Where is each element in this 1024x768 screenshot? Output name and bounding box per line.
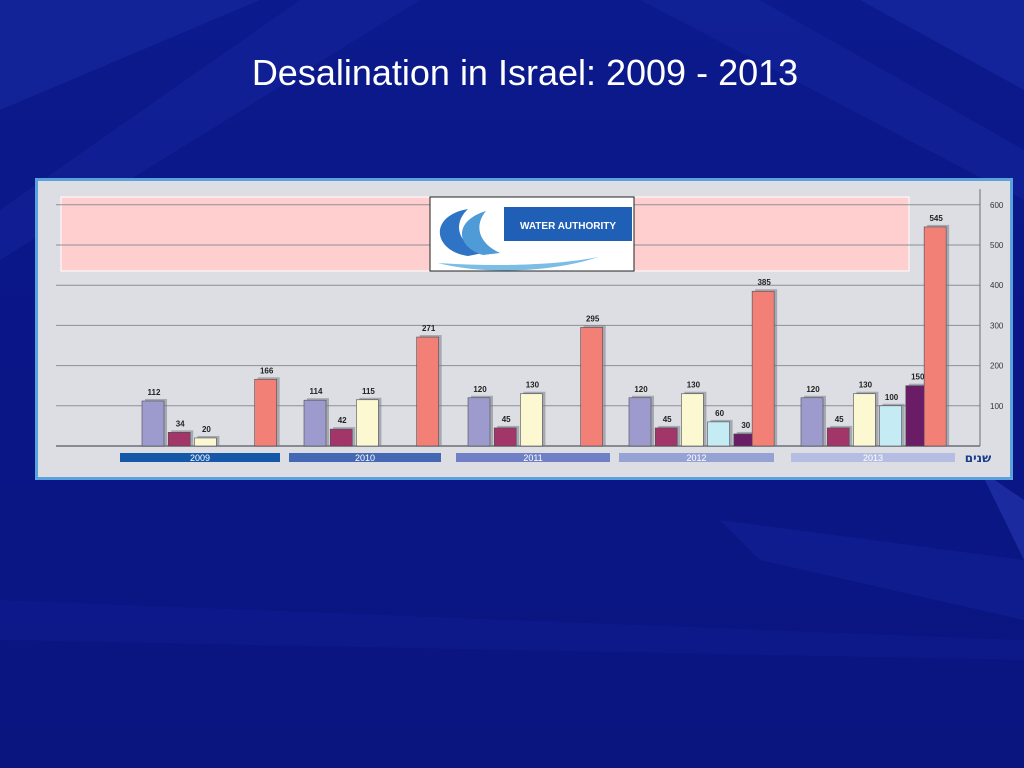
category-label-2011: 2011 [523,453,542,463]
bar-2013-plant3 [853,393,876,447]
data-label-2009-plant1: 112 [148,388,161,397]
data-label-2011-plant3: 130 [526,381,540,390]
x-axis-unit-label: שנים [965,451,991,465]
bar-2009-plant1 [141,400,165,447]
logo-wave-icon [439,209,483,256]
bar-2011-plant2 [493,427,517,447]
ytick-label-200: 200 [990,362,1004,371]
data-label-2013-plant5: 150 [911,373,925,382]
bar-2010-plant2 [329,428,353,447]
bar-2011-plant1 [467,397,491,447]
data-label-2013-total: 545 [929,214,943,223]
category-label-2009: 2009 [190,453,210,463]
desalination-bar-chart: 100 200 300 400 500 600 112 34 20 166 114 42 115 271 1… [56,189,1004,465]
bar-2011-total [580,327,603,447]
year-band-2012 [619,453,774,462]
bar-2012-total [751,290,775,447]
logo-text: WATER AUTHORITY [520,221,616,232]
bar-2012-plant2 [654,427,678,447]
bar-2009-plant3 [194,437,217,447]
slide-title: Desalination in Israel: 2009 - 2013 [251,52,799,93]
ytick-label-100: 100 [990,402,1004,411]
data-label-2012-plant4: 60 [715,409,724,418]
data-label-2012-plant5: 30 [741,421,750,430]
data-label-2013-plant3: 130 [859,381,873,390]
bar-2011-plant3 [520,393,543,447]
year-band-2013 [791,453,955,462]
bar-2010-total [416,336,439,447]
year-band-2010 [289,453,441,462]
logo-wave-icon-2 [462,211,500,255]
data-label-2011-plant2: 45 [502,415,511,424]
data-label-2010-plant2: 42 [338,416,347,425]
bar-2009-plant2 [167,432,191,447]
year-band-2011 [456,453,610,462]
bar-2010-plant1 [303,399,327,447]
data-label-2013-plant2: 45 [835,415,844,424]
logo-text-panel [504,207,632,241]
data-label-2012-plant2: 45 [663,415,672,424]
data-label-2011-plant1: 120 [473,385,487,394]
bar-2013-plant4 [879,405,902,447]
data-label-2010-plant3: 115 [362,387,375,396]
bar-2012-plant3 [681,393,704,447]
bar-2013-total [923,226,947,447]
ytick-label-500: 500 [990,241,1004,250]
data-label-2013-plant4: 100 [885,393,899,402]
data-label-2009-plant3: 20 [202,425,211,434]
data-label-2012-plant3: 130 [687,381,701,390]
data-label-2012-plant1: 120 [634,385,648,394]
category-label-2010: 2010 [355,453,375,463]
data-label-2009-total: 166 [260,366,274,375]
bar-2012-plant4 [707,421,730,447]
category-label-2013: 2013 [863,453,883,463]
ytick-label-300: 300 [990,321,1004,330]
data-label-2012-total: 385 [757,278,771,287]
logo-swoosh-icon [438,257,598,271]
bar-2013-plant1 [800,397,824,447]
bar-2009-total [254,378,277,447]
bar-2010-plant3 [356,399,379,447]
bar-2013-plant2 [826,427,850,447]
data-label-2010-total: 271 [422,324,436,333]
data-label-2010-plant1: 114 [310,387,323,396]
chart-frame: 100 200 300 400 500 600 112 34 20 166 114 42 115 271 1… [35,178,1013,480]
ytick-label-400: 400 [990,281,1004,290]
data-label-2011-total: 295 [586,314,600,323]
category-label-2012: 2012 [686,453,706,463]
data-label-2013-plant1: 120 [806,385,820,394]
year-band-2009 [120,453,280,462]
bar-2012-plant1 [628,397,652,447]
data-label-2009-plant2: 34 [176,419,185,428]
ytick-label-600: 600 [990,201,1004,210]
